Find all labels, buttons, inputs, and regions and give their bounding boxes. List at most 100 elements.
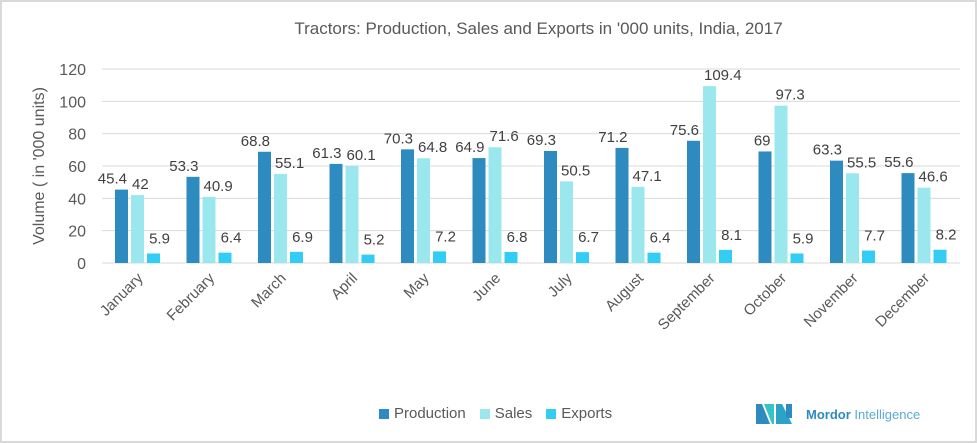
bar-production (472, 158, 486, 263)
legend-label: Production (394, 405, 466, 422)
y-tick-label: 0 (77, 256, 86, 273)
bar-production (329, 163, 343, 263)
data-label: 6.7 (578, 229, 599, 246)
data-label: 42 (132, 176, 149, 193)
bar-sales (131, 195, 144, 263)
logo-text-light: Intelligence (854, 406, 921, 422)
x-tick-label: September (655, 270, 719, 334)
bar-production (901, 173, 915, 263)
y-tick-label: 20 (68, 224, 86, 241)
bar-exports (147, 253, 160, 263)
data-label: 97.3 (776, 87, 805, 104)
bar-sales (774, 105, 788, 263)
logo-text-bold: Mordor (806, 406, 851, 422)
bar-production (186, 176, 200, 263)
legend-item-production: Production (379, 405, 466, 422)
x-tick-label: June (469, 270, 504, 305)
bar-exports (576, 252, 589, 263)
data-label: 5.9 (793, 230, 814, 247)
x-tick-label: July (545, 269, 576, 300)
bar-exports (433, 251, 446, 263)
bar-exports (218, 252, 232, 263)
bar-sales (417, 158, 430, 263)
data-label: 60.1 (347, 147, 376, 164)
bar-sales (631, 186, 645, 263)
bar-exports (361, 254, 375, 263)
chart-title: Tractors: Production, Sales and Exports … (294, 19, 783, 38)
data-label: 6.4 (221, 230, 242, 247)
bar-production (758, 151, 772, 263)
data-label: 7.7 (864, 228, 885, 245)
bar-production (544, 150, 557, 263)
data-label: 55.5 (847, 154, 876, 171)
data-label: 64.9 (455, 139, 484, 156)
bar-production (615, 147, 629, 263)
data-label: 71.2 (598, 129, 627, 146)
bar-sales (345, 165, 359, 263)
bar-production (258, 151, 271, 263)
bar-production (687, 140, 700, 263)
data-label: 8.1 (721, 227, 742, 244)
x-tick-label: December (872, 270, 933, 331)
bar-exports (933, 249, 947, 263)
x-tick-label: August (602, 269, 648, 315)
legend-swatch (546, 408, 557, 419)
data-label: 46.6 (919, 169, 948, 186)
data-label: 40.9 (204, 178, 233, 195)
legend-label: Exports (561, 405, 613, 422)
data-label: 75.6 (670, 122, 699, 139)
bar-sales (703, 86, 716, 264)
x-tick-label: January (97, 269, 147, 319)
y-tick-label: 80 (68, 127, 86, 144)
legend-swatch (479, 408, 490, 419)
data-label: 69.3 (527, 132, 556, 149)
bar-sales (917, 187, 931, 263)
bar-exports (790, 253, 804, 263)
legend-label: Sales (494, 405, 533, 422)
bar-exports (862, 250, 875, 263)
data-label: 109.4 (704, 67, 742, 84)
data-label: 6.9 (292, 229, 313, 246)
bar-production (115, 189, 128, 263)
legend-swatch (379, 408, 389, 419)
data-label: 8.2 (936, 227, 957, 244)
bar-exports (647, 252, 661, 263)
bar-sales (274, 173, 287, 263)
bar-production (830, 160, 843, 263)
data-label: 50.5 (561, 162, 590, 179)
y-tick-label: 100 (59, 94, 86, 111)
logo-icon (756, 404, 792, 424)
data-label: 64.8 (418, 139, 447, 156)
data-label: 70.3 (384, 130, 413, 147)
x-tick-label: May (401, 269, 433, 301)
data-label: 6.8 (507, 229, 528, 246)
x-tick-label: November (801, 270, 862, 331)
bar-sales (202, 196, 216, 263)
x-tick-label: April (328, 270, 361, 303)
data-label: 68.8 (241, 133, 270, 150)
data-label: 55.1 (275, 155, 304, 172)
legend-item-exports: Exports (546, 405, 612, 422)
bar-sales (488, 147, 502, 263)
bar-sales (560, 181, 573, 263)
bar-sales (846, 173, 859, 263)
y-axis-title: Volume ( in '000 units) (31, 87, 48, 245)
data-label: 5.2 (364, 232, 385, 249)
mordor-logo: Mordor Intelligence (756, 404, 920, 424)
legend: Production Sales Exports (379, 405, 612, 422)
x-tick-label: October (740, 270, 790, 320)
y-tick-label: 60 (68, 159, 86, 176)
bar-exports (719, 249, 732, 263)
data-label: 61.3 (312, 145, 341, 162)
data-label: 53.3 (169, 158, 198, 175)
data-label: 45.4 (98, 171, 127, 188)
y-tick-label: 40 (68, 191, 86, 208)
data-label: 69 (754, 132, 771, 149)
y-tick-label: 120 (59, 62, 86, 79)
data-label: 47.1 (633, 168, 662, 185)
data-label: 6.4 (650, 230, 671, 247)
data-label: 7.2 (435, 228, 456, 245)
data-label: 55.6 (884, 154, 913, 171)
